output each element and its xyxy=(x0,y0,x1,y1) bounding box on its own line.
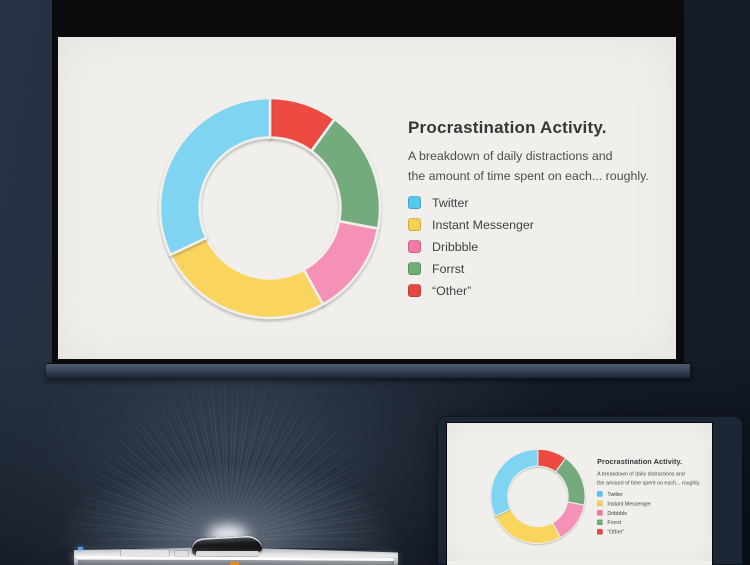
projection-screen-bottom-bar xyxy=(46,363,690,378)
slide-text-block: Procrastination Activity. A breakdown of… xyxy=(597,458,708,539)
legend-item-dribbble: Dribbble xyxy=(408,239,668,254)
projector-orange-accent xyxy=(230,562,239,565)
donut-slice-twitter xyxy=(158,96,272,257)
legend-label: “Other” xyxy=(607,528,625,535)
slide-text-block: Procrastination Activity. A breakdown of… xyxy=(408,118,668,306)
slide: Procrastination Activity. A breakdown of… xyxy=(447,423,712,562)
donut-slice-forrst xyxy=(310,117,382,230)
legend-item-other: “Other” xyxy=(597,529,708,535)
legend-item-dribbble: Dribbble xyxy=(597,510,708,516)
legend-swatch-twitter xyxy=(597,491,603,497)
donut-slice-forrst xyxy=(555,457,586,506)
slide-title: Procrastination Activity. xyxy=(597,457,683,466)
donut-slice-instant-messenger xyxy=(494,508,562,545)
projector-light-glow xyxy=(28,398,428,548)
legend-label: Dribbble xyxy=(432,239,479,254)
legend-swatch-other xyxy=(597,528,603,535)
legend-item-twitter: Twitter xyxy=(597,491,708,497)
projector xyxy=(68,534,400,565)
slide: Procrastination Activity. A breakdown of… xyxy=(58,37,676,359)
legend-label: Twitter xyxy=(432,195,469,210)
projection-screen: Procrastination Activity. A breakdown of… xyxy=(52,0,684,366)
legend-swatch-forrst xyxy=(408,262,421,275)
donut-slice-instant-messenger xyxy=(169,236,325,320)
legend-swatch-instant-messenger xyxy=(597,500,603,507)
chart-legend: Twitter Instant Messenger Dribbble Forrst “O… xyxy=(408,195,668,298)
legend-swatch-forrst xyxy=(597,519,603,526)
legend-item-twitter: Twitter xyxy=(408,195,668,210)
legend-swatch-instant-messenger xyxy=(408,218,421,231)
legend-label: “Other” xyxy=(432,283,472,298)
legend-swatch-dribbble xyxy=(408,240,421,253)
legend-label: Dribbble xyxy=(607,509,628,516)
donut-chart xyxy=(490,448,586,545)
legend-label: Instant Messenger xyxy=(432,217,534,232)
projector-power-led xyxy=(78,547,83,550)
projector-lens-base xyxy=(196,551,259,557)
donut-slice-twitter xyxy=(490,448,539,517)
slide-subtitle-line1: A breakdown of daily distractions and xyxy=(597,471,685,478)
main-slide-mount: Procrastination Activity. A breakdown of… xyxy=(58,37,676,359)
slide-subtitle-line2: the amount of time spent on each... roug… xyxy=(408,169,649,183)
slide-title: Procrastination Activity. xyxy=(408,118,607,137)
slide-subtitle-line2: the amount of time spent on each... roug… xyxy=(597,479,701,486)
donut-chart xyxy=(158,96,382,320)
chart-legend: Twitter Instant Messenger Dribbble Forrst “O… xyxy=(597,491,708,535)
legend-label: Twitter xyxy=(607,490,624,497)
legend-swatch-dribbble xyxy=(597,510,603,516)
legend-item-instant-messenger: Instant Messenger xyxy=(408,217,668,232)
legend-item-forrst: Forrst xyxy=(597,519,708,525)
legend-item-forrst: Forrst xyxy=(408,261,668,276)
secondary-monitor-screen: Procrastination Activity. A breakdown of… xyxy=(447,423,712,565)
legend-item-instant-messenger: Instant Messenger xyxy=(597,500,708,507)
slide-subtitle-line1: A breakdown of daily distractions and xyxy=(408,149,613,163)
legend-item-other: “Other” xyxy=(408,283,668,298)
legend-swatch-other xyxy=(408,284,421,297)
secondary-slide-mount: Procrastination Activity. A breakdown of… xyxy=(447,423,712,562)
projection-screen-surface: Procrastination Activity. A breakdown of… xyxy=(58,37,676,359)
legend-label: Forrst xyxy=(432,261,465,276)
secondary-monitor: Procrastination Activity. A breakdown of… xyxy=(437,416,743,565)
legend-label: Forrst xyxy=(607,519,622,526)
legend-label: Instant Messenger xyxy=(607,500,652,507)
legend-swatch-twitter xyxy=(408,196,421,209)
